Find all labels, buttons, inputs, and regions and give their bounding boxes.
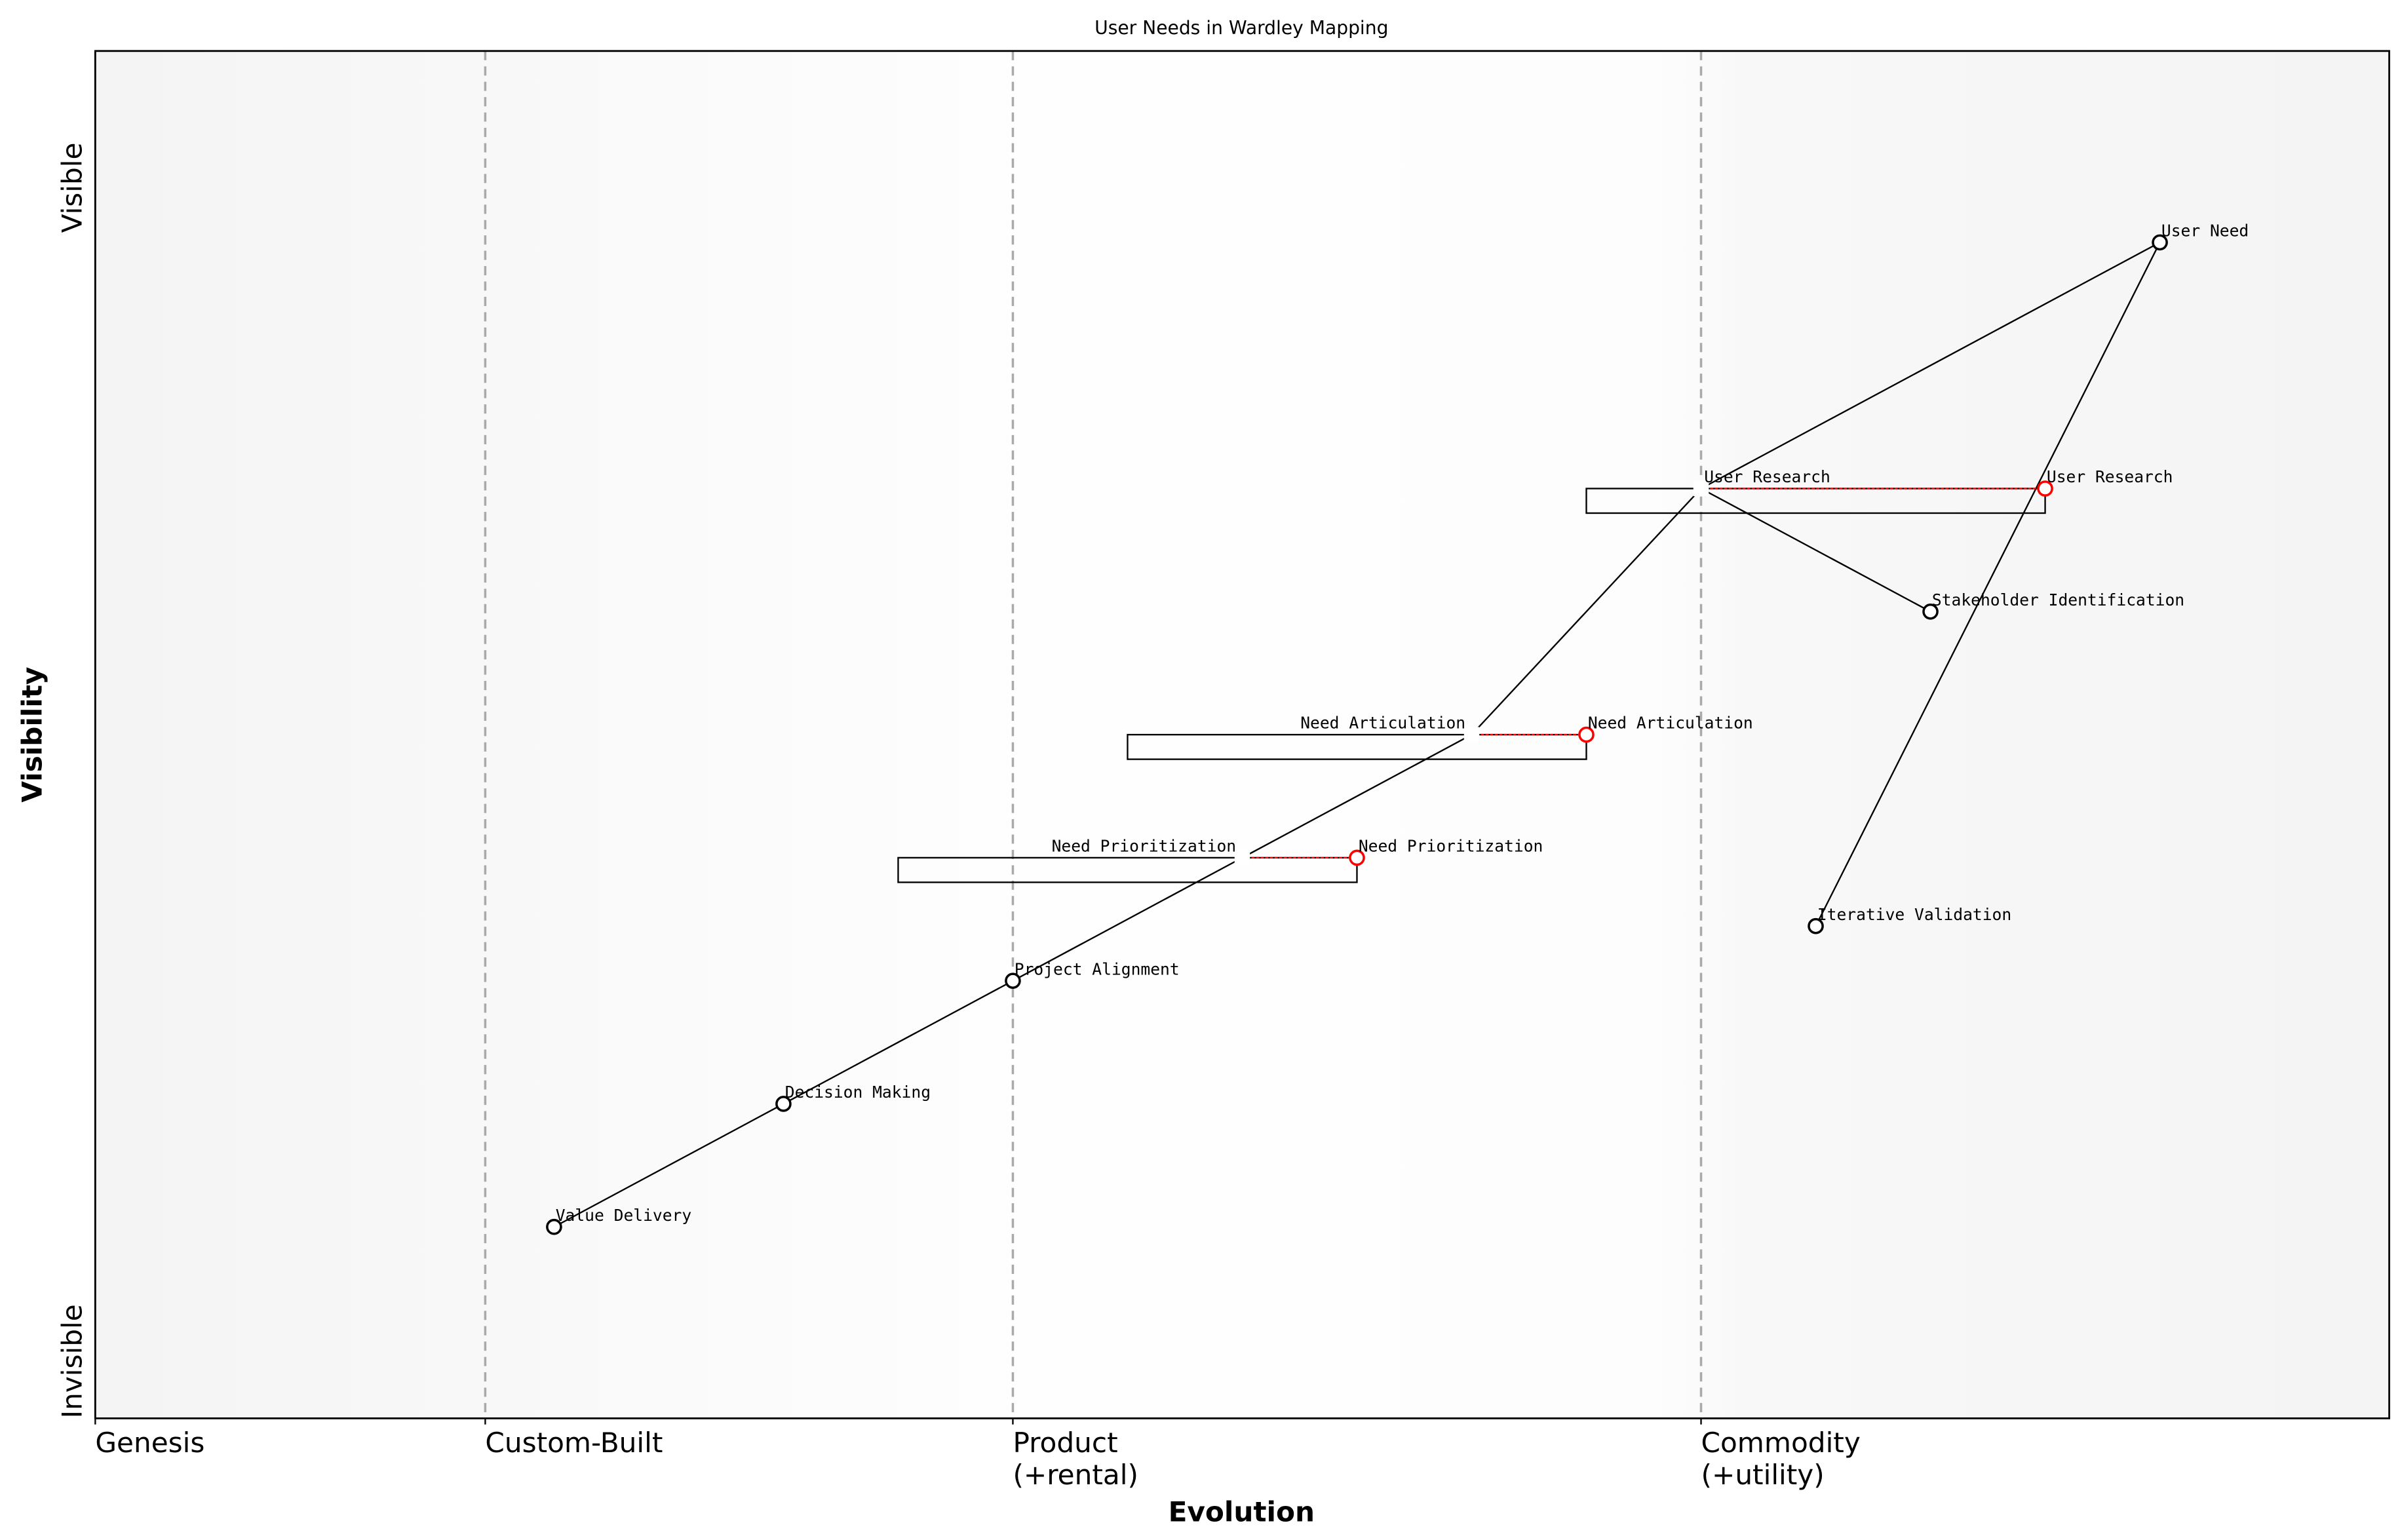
component-node [1005, 972, 1021, 989]
evolved-component-node [2037, 480, 2053, 497]
component-label: Project Alignment [1015, 959, 1180, 978]
x-tick-label: Product (+rental) [1013, 1427, 1138, 1491]
component-node [546, 1218, 562, 1235]
x-tick-label: Custom-Built [485, 1427, 663, 1459]
component-node [1808, 917, 1824, 934]
plot-frame [94, 50, 2390, 1419]
dependency-link [1471, 488, 1702, 735]
dependency-link [1012, 857, 1243, 982]
component-label: Need Articulation [1300, 714, 1465, 733]
evolved-component-node [1578, 726, 1595, 743]
dependency-link [1700, 241, 2161, 490]
dependency-link [1241, 734, 1473, 858]
component-node [1463, 727, 1480, 742]
component-node [1922, 603, 1939, 620]
chart-title: User Needs in Wardley Mapping [1094, 17, 1388, 39]
inertia-box [1585, 488, 2046, 514]
component-label: User Need [2161, 221, 2249, 241]
dependency-link [553, 1103, 784, 1228]
y-axis-label: Visibility [16, 666, 48, 802]
component-label: User Research [1704, 467, 1830, 486]
component-label: Stakeholder Identification [1932, 590, 2184, 609]
component-label: Decision Making [785, 1083, 931, 1102]
x-tick-label: Commodity (+utility) [1701, 1427, 1861, 1491]
component-node [1234, 850, 1250, 866]
evolved-component-label: Need Articulation [1588, 714, 1753, 733]
x-axis-label: Evolution [1169, 1495, 1315, 1528]
component-label: Iterative Validation [1817, 905, 2011, 924]
evolved-component-label: User Research [2047, 467, 2173, 486]
component-node [2152, 234, 2168, 251]
component-label: Need Prioritization [1052, 836, 1237, 855]
evolved-component-node [1349, 849, 1365, 866]
evolved-component-label: Need Prioritization [1359, 836, 1543, 855]
dependency-link [1700, 488, 1931, 613]
component-node [1693, 480, 1709, 497]
y-tick-label: Visible [56, 143, 88, 233]
component-label: Value Delivery [556, 1206, 691, 1225]
dependency-link [1815, 242, 2161, 927]
inertia-box [1127, 733, 1587, 760]
inertia-box [897, 857, 1358, 883]
x-tick-label: Genesis [95, 1427, 204, 1459]
component-node [775, 1096, 792, 1112]
dependency-link [783, 980, 1014, 1105]
y-tick-label: Invisible [56, 1304, 88, 1418]
